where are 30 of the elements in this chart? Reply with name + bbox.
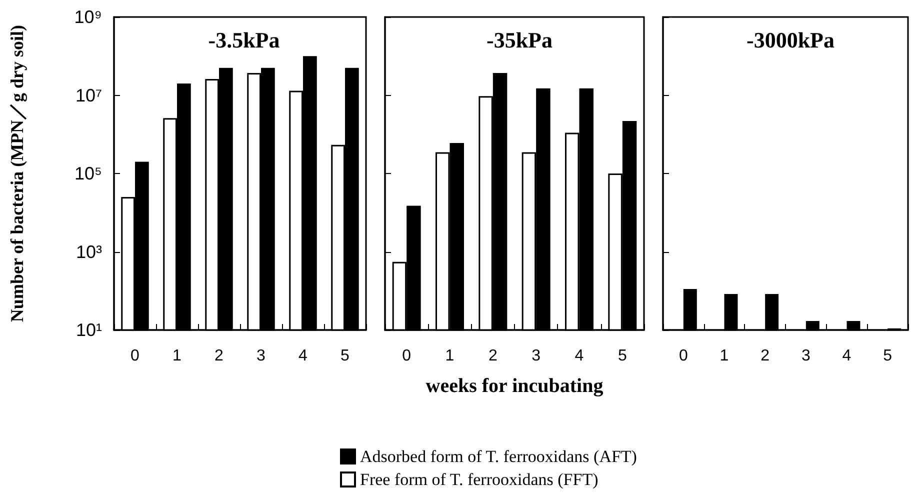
x-tick-label: 0 — [678, 348, 688, 364]
x-tick-label: 2 — [214, 348, 224, 364]
x-axis-title: weeks for incubating — [426, 375, 604, 397]
y-tick-label: 10⁷ — [75, 85, 102, 106]
x-tick-label: 4 — [574, 348, 584, 364]
text: -35kPa — [486, 28, 552, 52]
y-axis-title: Number of bacteria (MPN／g dry soil) — [7, 24, 27, 322]
x-tick-label: 4 — [298, 348, 308, 364]
x-tick-label: 4 — [842, 348, 852, 364]
y-tick-label: 10⁵ — [74, 164, 102, 184]
x-tick-label: 5 — [883, 348, 892, 364]
x-tick-label: 1 — [445, 348, 454, 364]
x-tick-label: 2 — [760, 348, 770, 364]
y-tick-label: 10⁹ — [74, 7, 102, 27]
y-tick-label: 10¹ — [76, 320, 102, 340]
x-tick-label: 3 — [256, 348, 266, 364]
x-tick-label: 0 — [402, 348, 412, 364]
text: -3000kPa — [746, 28, 834, 52]
x-tick-label: 3 — [532, 348, 541, 364]
legend-label: Free form of T. ferrooxidans (FFT) — [360, 470, 598, 489]
x-tick-label: 1 — [720, 348, 729, 364]
x-tick-label: 5 — [340, 348, 350, 364]
x-tick-label: 2 — [488, 348, 498, 364]
text: -3.5kPa — [208, 28, 280, 52]
x-tick-label: 0 — [130, 348, 140, 364]
x-tick-label: 3 — [801, 348, 810, 364]
legend-label: Adsorbed form of T. ferrooxidans (AFT) — [360, 447, 637, 466]
x-tick-label: 5 — [618, 348, 627, 364]
x-tick-label: 1 — [172, 348, 182, 364]
y-tick-label: 10³ — [76, 242, 102, 262]
